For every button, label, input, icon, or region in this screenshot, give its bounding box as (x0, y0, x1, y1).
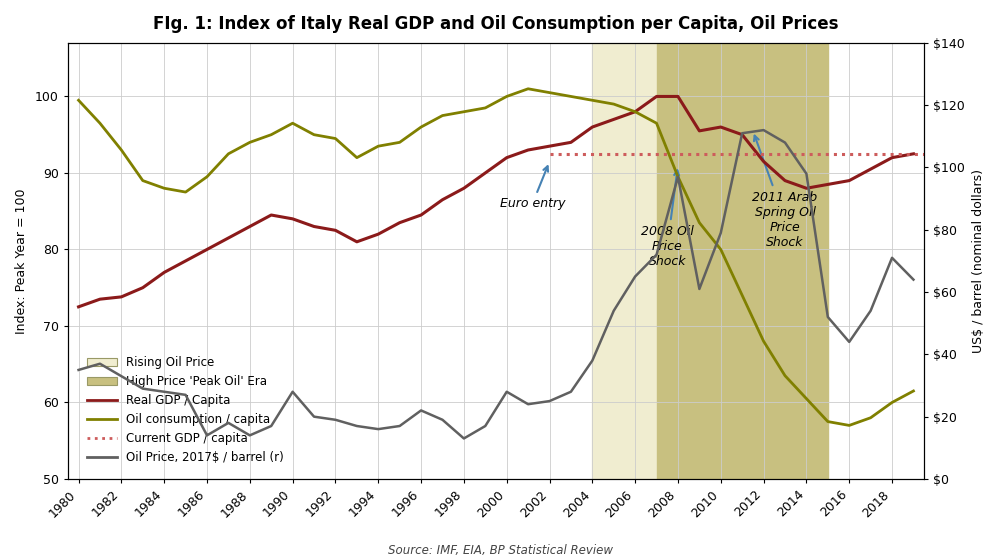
Text: Euro entry: Euro entry (500, 166, 565, 211)
Text: 2008 Oil
Price
Shock: 2008 Oil Price Shock (641, 170, 694, 268)
Y-axis label: US$ / barrel (nominal dollars): US$ / barrel (nominal dollars) (972, 169, 985, 353)
Title: FIg. 1: Index of Italy Real GDP and Oil Consumption per Capita, Oil Prices: FIg. 1: Index of Italy Real GDP and Oil … (153, 15, 839, 33)
Text: Source: IMF, EIA, BP Statistical Review: Source: IMF, EIA, BP Statistical Review (388, 544, 612, 557)
Bar (592, 43, 657, 479)
Text: 2011 Arab
Spring Oil
Price
Shock: 2011 Arab Spring Oil Price Shock (752, 136, 818, 248)
Y-axis label: Index: Peak Year = 100: Index: Peak Year = 100 (15, 188, 28, 334)
Bar (657, 43, 828, 479)
Legend: Rising Oil Price, High Price 'Peak Oil' Era, Real GDP / Capita, Oil consumption : Rising Oil Price, High Price 'Peak Oil' … (82, 351, 288, 468)
